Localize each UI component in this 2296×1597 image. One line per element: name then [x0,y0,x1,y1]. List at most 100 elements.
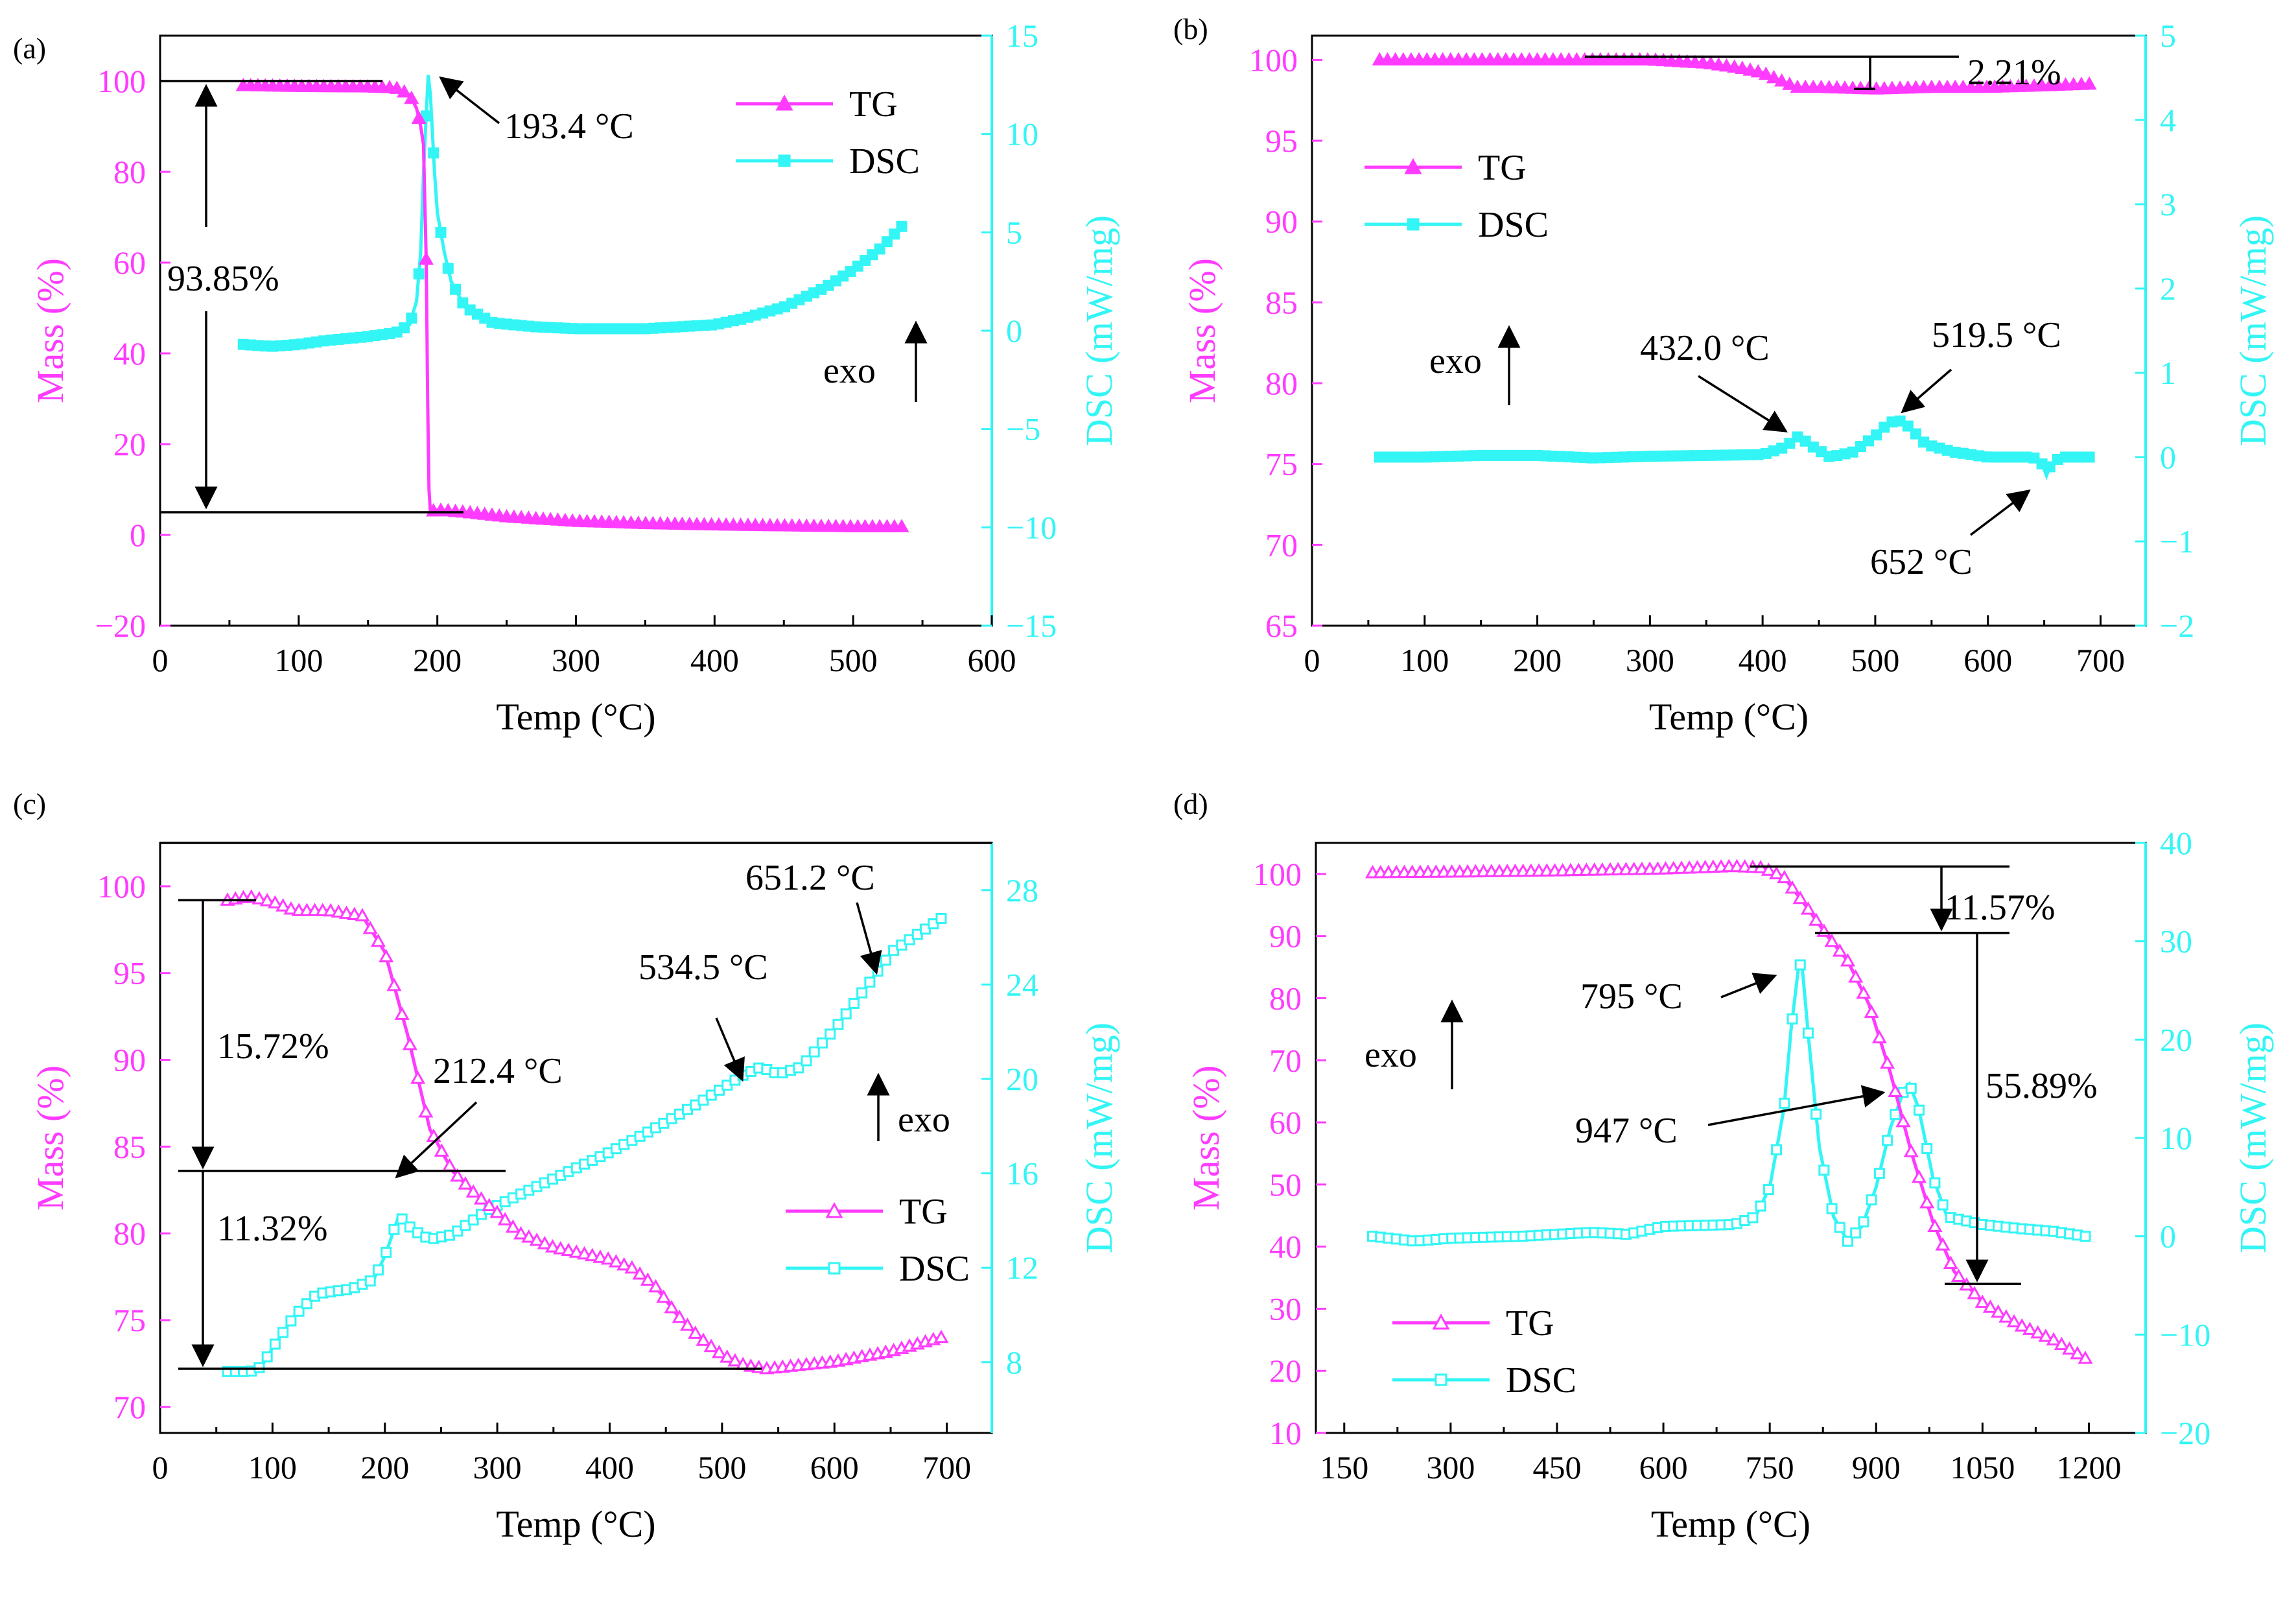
c-dsc-point [381,1246,392,1258]
d-dsc-point [1747,1212,1759,1224]
b-xtick-label: 400 [1739,642,1787,678]
a-ytick-left-label: 80 [113,154,146,190]
d-tg-point [2030,1325,2046,1339]
a-ytick-right-label: −5 [1006,411,1040,447]
c-legend-marker [825,1201,843,1218]
c-tg-point [600,1251,616,1265]
panel-b-label: (b) [1173,12,1208,45]
d-ytick-left-label: 10 [1269,1415,1302,1451]
d-tg-point [1903,1144,1919,1157]
c-tg-point [529,1232,545,1246]
d-legend-marker [1435,1373,1447,1386]
c-ytick-left-label: 75 [113,1302,146,1338]
a-y-axis-title-left: Mass (%) [29,258,71,403]
b-tg-point [2081,76,2097,90]
d-loss1-label: 11.57% [1945,888,2056,928]
d-y-axis-title-right: DSC (mW/mg) [2232,1023,2274,1253]
c-tg-point [624,1260,640,1274]
d-tg-point [2078,1350,2093,1364]
d-tg-point [1832,943,1847,957]
a-dsc-point [435,226,447,238]
a-peak-label: 193.4 °C [504,106,634,147]
a-xtick-label: 300 [552,642,600,678]
a-tg-point [389,80,404,94]
a-tg-markers [235,77,909,532]
panel-d: (d)150 300 450 600 750 900 1050 120010203040506… [1173,787,2274,1545]
b-dsc-point [1871,429,1882,441]
b-xtick-label: 300 [1626,642,1674,678]
c-tg-point [561,1242,576,1257]
d-dsc-point [1810,1108,1822,1120]
c-tg-point [355,908,370,921]
d-dsc-point [1834,1222,1845,1233]
b-tg-point [1727,59,1742,73]
c-tg-point [283,901,299,915]
c-ytick-right-label: 16 [1006,1155,1038,1192]
b-xtick-label: 0 [1304,642,1320,678]
c-ytick-left-label: 85 [113,1128,146,1165]
d-tg-point [1911,1169,1927,1183]
d-ytick-right-label: −10 [2160,1316,2210,1353]
d-ytick-right-label: −20 [2160,1415,2210,1451]
d-dsc-point [1850,1227,1862,1239]
d-dsc-point [1913,1104,1925,1116]
d-xtick-label: 1050 [1950,1449,2015,1485]
b-xtick-label: 200 [1513,642,1562,678]
a-tg-series-line [243,84,902,528]
b-legend-marker [1404,158,1422,174]
c-tg-point [616,1257,632,1271]
c-tg-point [410,1071,426,1084]
c-dsc-point [277,1327,289,1338]
b-xtick-label: 100 [1400,642,1449,678]
a-ytick-left-label: 100 [97,63,146,99]
d-tg-point [1761,862,1776,876]
a-ytick-right-label: 5 [1006,214,1022,250]
b-dsc-point [1862,435,1874,447]
b-ytick-left-label: 85 [1265,284,1298,320]
c-tg-series-line [227,895,942,1371]
a-ytick-left-label: 40 [113,335,146,372]
a-legend-marker [775,94,793,111]
d-dsc-markers [1367,959,2091,1247]
b-dsc-point [1799,435,1811,447]
c-tg-point [338,905,355,919]
b-ytick-right-label: 4 [2160,102,2176,138]
d-dsc-point [1826,1203,1838,1214]
d-xtick-label: 600 [1639,1449,1688,1485]
c-tg-point [465,1184,481,1198]
b-dsc-point [1847,446,1858,458]
c-dsc-point [293,1305,305,1317]
c-dsc-point [404,1221,416,1233]
d-tg-point [2022,1321,2038,1335]
d-xtick-label: 900 [1852,1449,1901,1485]
a-xtick-label: 600 [968,642,1016,678]
c-ytick-right-label: 24 [1006,966,1038,1002]
d-tg-point [1792,890,1808,905]
d-xtick-label: 750 [1746,1449,1794,1485]
d-tg-point [2070,1345,2085,1360]
d-ytick-right-label: 30 [2160,923,2192,960]
c-dsc-point [808,1046,820,1058]
b-dsc-point [1855,441,1866,453]
c-dsc-markers [222,912,947,1377]
c-exo-label: exo [898,1100,950,1140]
d-tg-point [1967,1286,1982,1299]
d-peak2-label: 947 °C [1575,1111,1678,1151]
c-tg-point [679,1317,696,1331]
d-tg-point [1824,933,1840,947]
d-dsc-point [1937,1199,1949,1211]
c-tg-point [632,1266,648,1280]
c-dsc-point [467,1214,479,1226]
a-xtick-label: 200 [413,642,462,678]
c-tg-point [252,891,267,905]
c-ytick-right-label: 20 [1006,1061,1038,1097]
c-dsc-point [864,976,876,988]
a-dsc-point [428,147,439,159]
d-ytick-left-label: 90 [1269,918,1302,954]
c-ytick-right-label: 8 [1006,1344,1022,1380]
d-dsc-point [1929,1177,1941,1189]
a-dsc-point [450,283,462,295]
b-legend-label-dsc: DSC [1478,205,1549,245]
d-tg-point [2054,1336,2069,1351]
